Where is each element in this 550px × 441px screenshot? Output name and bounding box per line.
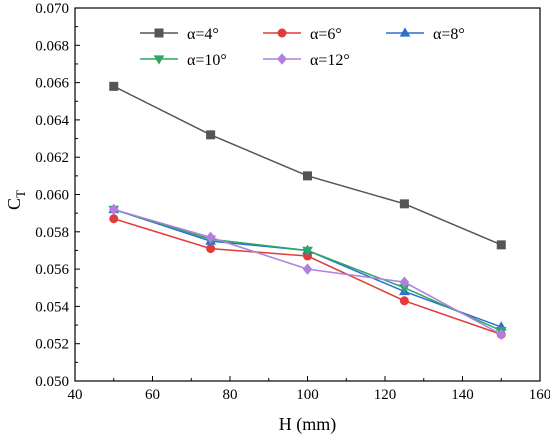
- legend-marker: [277, 53, 287, 65]
- legend-item: α=12°: [263, 52, 350, 69]
- x-axis-title: H (mm): [279, 414, 337, 435]
- x-tick-label: 120: [374, 387, 397, 403]
- y-tick-label: 0.064: [35, 113, 69, 129]
- legend-label: α=10°: [187, 52, 227, 69]
- y-tick-label: 0.060: [35, 188, 69, 204]
- data-point: [399, 199, 409, 209]
- y-tick-label: 0.052: [35, 337, 69, 353]
- y-tick-label: 0.066: [35, 76, 69, 92]
- x-tick-label: 80: [223, 387, 238, 403]
- y-tick-label: 0.070: [35, 1, 69, 17]
- legend-marker: [154, 28, 164, 38]
- y-tick-label: 0.062: [35, 150, 69, 166]
- series-2: [109, 214, 506, 339]
- data-point: [206, 244, 216, 254]
- series-line: [113, 218, 502, 336]
- data-point: [399, 296, 409, 306]
- legend-item: α=10°: [140, 52, 227, 69]
- x-tick-label: 60: [145, 387, 160, 403]
- x-tick-label: 140: [451, 387, 474, 403]
- legend-marker: [399, 27, 411, 37]
- data-point: [302, 246, 313, 257]
- x-tick-label: 160: [529, 387, 550, 403]
- series-layer: [108, 81, 507, 341]
- legend-label: α=8°: [433, 26, 465, 43]
- legend-label: α=6°: [310, 26, 342, 43]
- data-point: [109, 214, 119, 224]
- y-tick-label: 0.058: [35, 225, 69, 241]
- legend-marker: [153, 55, 165, 65]
- axes: 40 60 80 100 120 140 160 0.050 0.052 0.054 0.056 0.…: [35, 1, 550, 403]
- legend: α=4° α=6° α=8° α=10° α=12°: [140, 26, 465, 69]
- legend-item: α=6°: [263, 26, 342, 43]
- data-point: [108, 203, 119, 216]
- legend-label: α=12°: [310, 52, 350, 69]
- data-point: [399, 276, 410, 288]
- y-tick-label: 0.068: [35, 38, 69, 54]
- y-axis-title-main: C: [4, 198, 24, 210]
- y-axis-title-subscript: T: [13, 190, 28, 198]
- data-point: [206, 130, 216, 140]
- data-point: [302, 171, 312, 181]
- legend-item: α=4°: [140, 26, 219, 43]
- series-1: [109, 81, 506, 250]
- data-point: [496, 328, 507, 341]
- plot-frame: [74, 7, 541, 382]
- legend-item: α=8°: [386, 26, 465, 43]
- y-tick-label: 0.056: [35, 262, 69, 278]
- x-tick-label: 40: [68, 387, 83, 403]
- y-tick-label: 0.050: [35, 374, 69, 390]
- data-point: [302, 263, 313, 275]
- y-tick-label: 0.054: [35, 299, 69, 315]
- data-point: [109, 81, 119, 91]
- series-5: [108, 203, 507, 341]
- y-axis-title: CT: [4, 190, 28, 210]
- series-line: [113, 85, 502, 246]
- x-tick-label: 100: [296, 387, 319, 403]
- legend-label: α=4°: [187, 26, 219, 43]
- data-point: [496, 240, 506, 250]
- data-point: [205, 231, 216, 244]
- legend-marker: [277, 28, 287, 38]
